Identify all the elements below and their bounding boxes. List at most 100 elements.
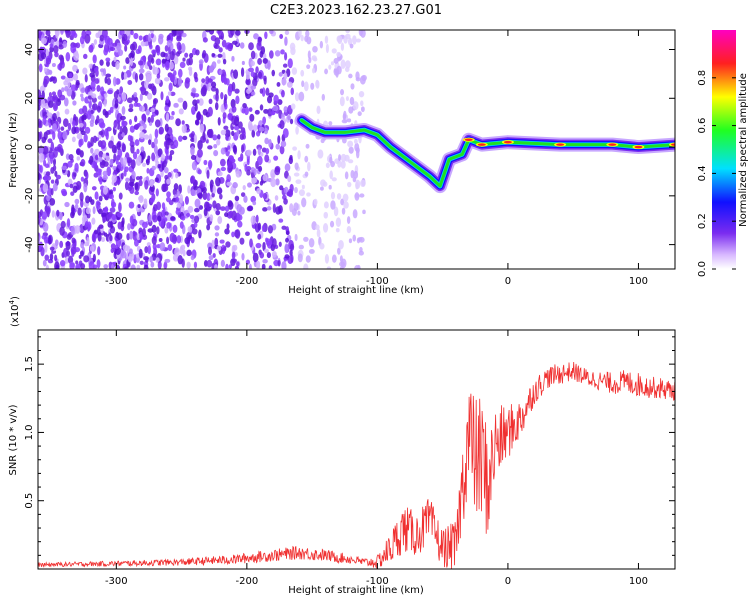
spectrogram-noise-blob	[79, 250, 84, 257]
spectrogram-noise-blob	[79, 123, 84, 128]
spectrogram-noise-blob	[181, 32, 187, 38]
spectrogram-noise-blob	[151, 49, 157, 55]
spectrogram-noise-blob	[346, 225, 352, 234]
spectrogram-noise-blob	[275, 143, 280, 150]
spectrogram-noise-blob	[72, 185, 78, 193]
snr-panel: -300 -200 -100 0 100 0.5 1.0 1.5 Height of stra…	[8, 296, 676, 596]
spectrogram-noise-blob	[290, 46, 296, 56]
spectrogram-noise-blob	[248, 263, 252, 269]
spectrogram-noise-blob	[80, 263, 86, 269]
spectrogram-noise-blob	[247, 182, 252, 188]
spectrogram-noise-blob	[206, 192, 211, 202]
spectrogram-noise-blob	[246, 158, 250, 166]
spectrogram-noise-blob	[307, 50, 311, 60]
spectrogram-noise-blob	[116, 141, 121, 151]
spectrogram-noise-blob	[209, 30, 215, 35]
spectrogram-noise-blob	[126, 97, 133, 104]
spectrogram-noise-blob	[276, 82, 281, 87]
spectrogram-noise-blob	[273, 94, 279, 104]
spectrogram-noise-blob	[217, 53, 223, 58]
spectrogram-noise-blob	[319, 242, 325, 250]
spectrogram-noise-blob	[89, 72, 95, 78]
spectrogram-noise-blob	[124, 266, 129, 269]
spectrogram-noise-blob	[237, 220, 243, 228]
spectrogram-noise-blob	[245, 231, 250, 237]
spectrogram-noise-blob	[184, 195, 189, 205]
spectrogram-signal-band-4	[300, 118, 675, 188]
spectrogram-noise-blob	[171, 110, 175, 116]
spectrogram-noise-blob	[264, 137, 270, 145]
snr-y-tick-label: 0.5	[24, 493, 35, 509]
spectrogram-noise-blob	[295, 126, 299, 135]
spectrogram-noise-blob	[240, 67, 245, 78]
spectrogram-noise-blob	[224, 228, 230, 235]
spectrogram-noise-blob	[242, 130, 246, 137]
spectrogram-noise-blob	[164, 174, 169, 180]
spectrogram-noise-blob	[71, 126, 77, 135]
spectrogram-noise-blob	[253, 168, 257, 176]
spectrogram-noise-blob	[207, 246, 212, 256]
spectrogram-noise-blob	[51, 210, 55, 218]
spectrogram-noise-blob	[294, 187, 298, 194]
spectrogram-noise-blob	[94, 78, 100, 85]
spectrogram-noise-blob	[215, 92, 219, 102]
spectrogram-noise-blob	[150, 57, 155, 64]
colorbar-label: Normalized spectral amplitude	[738, 73, 749, 227]
spectrogram-noise-blob	[328, 121, 333, 126]
spectrogram-noise-blob	[40, 52, 47, 60]
spectrogram-noise-blob	[93, 229, 98, 235]
spectrogram-noise-blob	[49, 46, 54, 53]
spectrogram-y-tick-label: -40	[24, 236, 35, 252]
spectrogram-noise-blob	[90, 199, 95, 205]
spectrogram-noise-blob	[330, 191, 336, 200]
spectrogram-noise-blob	[231, 105, 237, 113]
spectrogram-noise-blob	[67, 255, 74, 265]
snr-y-tick-label: 1.5	[24, 356, 35, 372]
spectrogram-noise-blob	[191, 87, 197, 94]
spectrogram-noise-blob	[134, 124, 139, 130]
spectrogram-noise-blob	[236, 214, 243, 221]
spectrogram-noise-blob	[102, 170, 108, 177]
spectrogram-noise-blob	[115, 157, 119, 165]
spectrogram-noise-blob	[145, 158, 150, 166]
spectrogram-noise-blob	[154, 177, 159, 183]
spectrogram-noise-blob	[262, 57, 268, 64]
spectrogram-noise-blob	[333, 57, 339, 64]
spectrogram-noise-blob	[190, 146, 195, 156]
spectrogram-noise-blob	[165, 60, 170, 69]
spectrogram-noise-blob	[190, 236, 195, 244]
spectrogram-noise-blob	[100, 140, 107, 149]
spectrogram-noise-blob	[38, 145, 44, 155]
spectrogram-noise-blob	[333, 206, 339, 217]
spectrogram-noise-blob	[90, 80, 96, 90]
spectrogram-noise-blob	[210, 64, 214, 73]
spectrogram-noise-blob	[119, 125, 123, 135]
spectrogram-noise-blob	[94, 154, 99, 161]
spectrogram-noise-blob	[150, 32, 154, 39]
spectrogram-noise-blob	[74, 198, 80, 205]
spectrogram-noise-blob	[43, 67, 48, 72]
spectrogram-noise-blob	[143, 198, 148, 204]
spectrogram-noise-blob	[284, 30, 290, 35]
spectrogram-noise-blob	[75, 148, 80, 155]
spectrogram-noise-blob	[106, 126, 112, 132]
spectrogram-noise-blob	[235, 170, 242, 178]
spectrogram-noise-blob	[352, 177, 357, 183]
spectrogram-noise-blob	[270, 110, 276, 116]
spectrogram-noise-blob	[217, 30, 223, 37]
spectrogram-noise-blob	[93, 39, 98, 45]
spectrogram-noise-blob	[105, 57, 111, 62]
spectrogram-noise-blob	[311, 55, 317, 61]
spectrogram-noise-blob	[135, 176, 141, 181]
spectrogram-noise-blob	[69, 262, 75, 269]
spectrogram-noise-blob	[97, 246, 101, 256]
spectrogram-noise-blob	[116, 212, 123, 218]
spectrogram-noise-blob	[174, 172, 179, 179]
spectrogram-noise-blob	[143, 79, 150, 89]
spectrogram-noise-blob	[344, 171, 349, 180]
spectrogram-noise-blob	[103, 232, 108, 237]
spectrogram-noise-blob	[134, 139, 140, 147]
snr-y-tick-label: 1.0	[24, 424, 35, 440]
spectrogram-noise-blob	[353, 138, 358, 145]
spectrogram-noise-blob	[63, 118, 69, 128]
